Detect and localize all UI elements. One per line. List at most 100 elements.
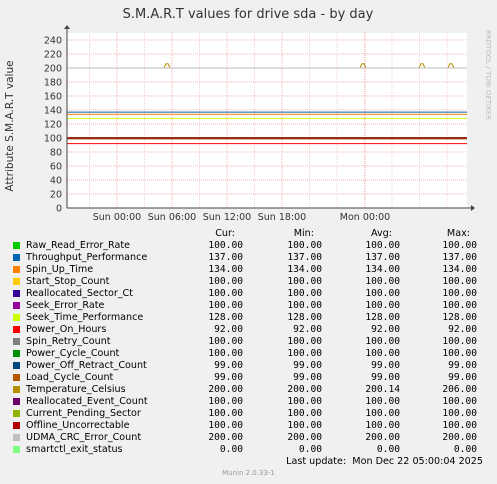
y-tick-label: 220 [44,50,62,61]
legend-swatch [13,326,20,333]
legend-value-avg: 100.00 [365,420,400,431]
y-tick-label: 240 [44,36,62,47]
legend-value-max: 128.00 [442,312,477,323]
legend-value-cur: 99.00 [214,372,243,383]
y-tick-label: 160 [44,92,62,103]
legend-value-avg: 128.00 [365,312,400,323]
legend-value-avg: 99.00 [371,372,400,383]
legend-row: Seek_Error_Rate 100.00 100.00 100.00 100.00 [0,300,497,312]
x-tick-label: Sun 06:00 [148,212,196,223]
legend-value-avg: 100.00 [365,276,400,287]
series-layer [67,63,467,209]
legend-value-min: 99.00 [293,372,322,383]
legend-value-min: 100.00 [287,336,322,347]
legend-value-min: 100.00 [287,300,322,311]
legend-value-max: 100.00 [442,348,477,359]
legend-value-min: 100.00 [287,288,322,299]
legend-value-max: 100.00 [442,336,477,347]
legend-row: Offline_Uncorrectable 100.00 100.00 100.00 1… [0,420,497,432]
legend-value-min: 99.00 [293,360,322,371]
legend-swatch [13,242,20,249]
legend-swatch [13,338,20,345]
y-tick-label: 140 [44,106,62,117]
x-tick-label: Sun 18:00 [258,212,306,223]
column-header-avg: Avg: [370,228,392,239]
legend-header: Cur: Min: Avg: Max: [0,228,497,240]
legend-series-name: Seek_Error_Rate [26,300,105,311]
legend-value-avg: 100.00 [365,396,400,407]
legend-value-min: 92.00 [293,324,322,335]
chart-y-axis-label: Attribute S.M.A.R.T value [4,60,16,191]
legend-swatch [13,290,20,297]
legend-swatch [13,362,20,369]
legend-row: Power_Cycle_Count 100.00 100.00 100.00 100.0… [0,348,497,360]
legend-value-cur: 137.00 [208,252,243,263]
legend-series-name: Reallocated_Event_Count [26,396,148,407]
chart-title: S.M.A.R.T values for drive sda - by day [123,7,374,22]
legend-value-min: 200.00 [287,432,322,443]
legend-value-avg: 134.00 [365,264,400,275]
legend-value-min: 134.00 [287,264,322,275]
legend-value-cur: 100.00 [208,240,243,251]
legend-series-name: Seek_Time_Performance [26,312,144,323]
legend-value-max: 100.00 [442,420,477,431]
legend-value-cur: 100.00 [208,300,243,311]
legend-value-max: 0.00 [453,444,477,455]
legend-swatch [13,350,20,357]
legend-value-cur: 0.00 [219,444,243,455]
legend-value-min: 100.00 [287,348,322,359]
legend-value-cur: 100.00 [208,408,243,419]
legend-value-max: 100.00 [442,300,477,311]
legend-value-min: 200.00 [287,384,322,395]
legend-value-min: 100.00 [287,420,322,431]
x-tick-label: Sun 12:00 [203,212,251,223]
legend-value-cur: 100.00 [208,336,243,347]
column-header-cur: Cur: [215,228,235,239]
y-tick-label: 0 [56,204,62,215]
legend-value-max: 100.00 [442,288,477,299]
last-update: Last update: Mon Dec 22 05:00:04 2025 [286,456,483,467]
legend-value-max: 200.00 [442,432,477,443]
plot-area [67,33,467,208]
x-tick-label: Mon 00:00 [340,212,390,223]
legend-value-max: 92.00 [448,324,477,335]
grid-layer [67,33,467,209]
legend-value-avg: 200.00 [365,432,400,443]
legend-series-name: Load_Cycle_Count [26,372,114,383]
legend-value-cur: 100.00 [208,276,243,287]
legend-swatch [13,446,20,453]
legend-series-name: UDMA_CRC_Error_Count [26,432,142,443]
legend-value-avg: 137.00 [365,252,400,263]
legend-row: Reallocated_Sector_Ct 100.00 100.00 100.00 1… [0,288,497,300]
legend-value-min: 100.00 [287,240,322,251]
legend-value-cur: 134.00 [208,264,243,275]
column-header-min: Min: [293,228,314,239]
legend-series-name: Power_Off_Retract_Count [26,360,147,371]
legend-swatch [13,422,20,429]
legend-value-cur: 200.00 [208,432,243,443]
legend-value-avg: 100.00 [365,408,400,419]
y-tick-label: 200 [44,64,62,75]
legend-series-name: Spin_Retry_Count [26,336,111,347]
legend-row: Spin_Up_Time 134.00 134.00 134.00 134.00 [0,264,497,276]
y-tick-label: 80 [50,148,62,159]
y-tick-label: 180 [44,78,62,89]
legend-value-min: 100.00 [287,408,322,419]
legend-value-avg: 200.14 [365,384,400,395]
legend-value-cur: 100.00 [208,288,243,299]
y-tick-label: 120 [44,120,62,131]
legend-series-name: Reallocated_Sector_Ct [26,288,134,299]
legend-series-name: Offline_Uncorrectable [26,420,130,431]
legend-value-cur: 100.00 [208,348,243,359]
legend-value-cur: 99.00 [214,360,243,371]
legend-value-max: 99.00 [448,372,477,383]
legend-swatch [13,434,20,441]
legend-row: Load_Cycle_Count 99.00 99.00 99.00 99.00 [0,372,497,384]
legend-swatch [13,278,20,285]
legend-swatch [13,314,20,321]
legend-swatch [13,254,20,261]
y-tick-label: 100 [44,134,62,145]
chart-graph: S.M.A.R.T values for drive sda - by day … [4,7,492,223]
legend-swatch [13,386,20,393]
x-tick-label: Sun 00:00 [93,212,141,223]
